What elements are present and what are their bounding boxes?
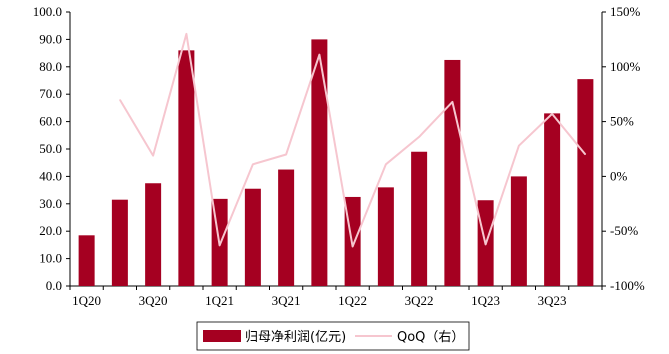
legend-box — [196, 321, 470, 351]
x-tick-label: 3Q20 — [139, 293, 168, 308]
qoq-point — [219, 244, 221, 246]
qoq-point — [451, 101, 453, 103]
bar — [145, 183, 162, 286]
y-right-tick-label: 50% — [610, 114, 634, 129]
bar — [510, 176, 527, 286]
x-tick-label: 1Q23 — [471, 293, 500, 308]
bar — [411, 151, 428, 286]
bar — [78, 235, 95, 286]
qoq-point — [285, 153, 287, 155]
y-right-tick-label: -50% — [610, 223, 638, 238]
bar — [544, 113, 561, 286]
bar — [377, 187, 394, 286]
qoq-point — [551, 113, 553, 115]
bar-series — [78, 39, 594, 287]
x-tick-label: 1Q20 — [72, 293, 101, 308]
y-left-tick-label: 60.0 — [39, 114, 62, 129]
bar — [278, 169, 295, 286]
legend-label-qoq: QoQ（右） — [397, 330, 464, 345]
y-left-tick-label: 10.0 — [39, 251, 62, 266]
bar — [311, 39, 328, 287]
line-series — [119, 32, 587, 248]
x-tick-label: 1Q21 — [205, 293, 234, 308]
y-left-tick-label: 0.0 — [46, 278, 62, 293]
bar — [111, 199, 128, 286]
y-right-tick-label: 0% — [610, 168, 628, 183]
legend-bar-swatch — [203, 330, 241, 342]
y-right-tick-label: 100% — [610, 59, 641, 74]
qoq-point — [318, 54, 320, 56]
y-left-tick-label: 30.0 — [39, 196, 62, 211]
tick-labels: 0.0 10.0 20.0 30.0 40.0 50.0 60.0 70.0 80.0 90.0 1… — [33, 4, 645, 308]
y-left-tick-label: 20.0 — [39, 223, 62, 238]
legend-label-net-profit: 归母净利润(亿元) — [245, 330, 346, 345]
bar — [244, 188, 261, 286]
bar — [577, 79, 594, 286]
qoq-point — [119, 99, 121, 101]
y-right-tick-label: -100% — [610, 278, 645, 293]
bar — [178, 50, 195, 286]
x-tick-label: 3Q23 — [538, 293, 567, 308]
qoq-point — [418, 136, 420, 138]
qoq-point — [485, 243, 487, 245]
x-tick-label: 3Q22 — [405, 293, 434, 308]
y-left-tick-label: 40.0 — [39, 168, 62, 183]
qoq-point — [352, 246, 354, 248]
qoq-point — [252, 163, 254, 165]
qoq-point — [185, 33, 187, 35]
legend: 归母净利润(亿元) QoQ（右） — [196, 321, 470, 351]
bar — [444, 59, 461, 287]
y-left-tick-label: 90.0 — [39, 31, 62, 46]
x-tick-label: 1Q22 — [338, 293, 367, 308]
y-left-tick-label: 80.0 — [39, 59, 62, 74]
y-left-tick-label: 100.0 — [33, 4, 62, 19]
y-left-tick-label: 50.0 — [39, 141, 62, 156]
y-right-tick-label: 150% — [610, 4, 641, 19]
qoq-point — [584, 153, 586, 155]
qoq-point — [152, 155, 154, 157]
qoq-point — [385, 163, 387, 165]
x-tick-label: 3Q21 — [272, 293, 301, 308]
qoq-point — [518, 145, 520, 147]
y-left-tick-label: 70.0 — [39, 86, 62, 101]
